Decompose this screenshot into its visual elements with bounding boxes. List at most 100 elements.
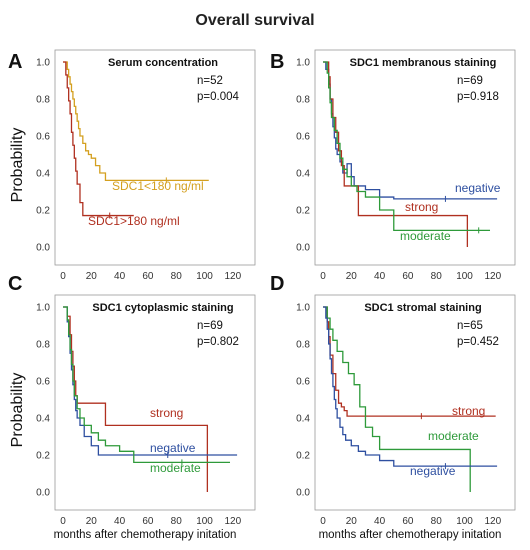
panel-a: A Serum concentration n=52 p=0.004 0.0 0.2 0.4… <box>8 49 256 282</box>
x-tick-label: 40 <box>374 516 386 527</box>
x-tick-label: 80 <box>431 271 443 282</box>
x-tick-label: 20 <box>86 271 98 282</box>
x-tick-label: 40 <box>114 516 126 527</box>
x-tick-label: 60 <box>142 516 154 527</box>
p-value: p=0.452 <box>457 336 499 348</box>
y-tick-label: 0.0 <box>296 243 310 254</box>
figure-title: Overall survival <box>195 12 314 29</box>
survival-curve-strong <box>323 306 496 417</box>
x-tick-label: 120 <box>225 271 242 282</box>
x-tick-label: 80 <box>171 271 183 282</box>
y-tick-label: 0.2 <box>296 451 310 462</box>
panel-label: A <box>8 51 22 73</box>
series-label: strong <box>452 404 485 418</box>
x-tick-label: 40 <box>114 271 126 282</box>
p-value: p=0.004 <box>197 91 239 103</box>
y-tick-label: 0.2 <box>36 206 50 217</box>
panel-title: SDC1 cytoplasmic staining <box>92 302 233 314</box>
survival-curve-negative <box>63 306 238 456</box>
panel-d: D SDC1 stromal staining n=65 p=0.452 0.0 0.2 0… <box>270 273 516 527</box>
survival-curve-sdc1-180-ng-ml <box>63 61 134 217</box>
x-tick-label: 120 <box>485 271 502 282</box>
series-label: negative <box>150 441 196 455</box>
x-tick-label: 20 <box>346 516 358 527</box>
panel-title: Serum concentration <box>108 57 218 69</box>
x-tick-label: 60 <box>402 516 414 527</box>
x-tick-label: 120 <box>225 516 242 527</box>
y-axis-label-bottom: Probability <box>9 373 26 448</box>
plot-frame <box>314 49 516 266</box>
p-value: p=0.802 <box>197 336 239 348</box>
x-tick-label: 80 <box>431 516 443 527</box>
y-tick-label: 0.4 <box>296 169 310 180</box>
survival-curve-sdc1-180-ng-ml <box>63 61 209 182</box>
x-tick-label: 0 <box>320 516 326 527</box>
y-tick-label: 0.4 <box>36 169 50 180</box>
x-tick-label: 100 <box>456 516 473 527</box>
series-label: strong <box>150 406 183 420</box>
y-tick-label: 1.0 <box>296 303 310 314</box>
y-tick-label: 1.0 <box>296 58 310 69</box>
survival-curve-strong <box>323 61 469 247</box>
x-tick-label: 60 <box>402 271 414 282</box>
series-label: moderate <box>400 229 451 243</box>
y-axis-label-top: Probability <box>9 128 26 203</box>
x-tick-label: 60 <box>142 271 154 282</box>
y-tick-label: 0.6 <box>36 132 50 143</box>
plot-frame <box>314 294 516 511</box>
x-tick-label: 0 <box>320 271 326 282</box>
n-value: n=69 <box>197 320 223 332</box>
x-tick-label: 20 <box>86 516 98 527</box>
y-tick-label: 0.6 <box>296 132 310 143</box>
series-label: SDC1<180 ng/ml <box>112 179 204 193</box>
x-tick-label: 100 <box>196 271 213 282</box>
x-tick-label: 100 <box>196 516 213 527</box>
panel-label: D <box>270 273 284 295</box>
series-label: moderate <box>428 429 479 443</box>
survival-curve-negative <box>323 306 498 467</box>
y-tick-label: 1.0 <box>36 58 50 69</box>
x-tick-label: 20 <box>346 271 358 282</box>
y-tick-label: 0.4 <box>36 414 50 425</box>
y-tick-label: 0.6 <box>296 377 310 388</box>
panel-title: SDC1 stromal staining <box>364 302 481 314</box>
series-label: negative <box>455 181 501 195</box>
panel-title: SDC1 membranous staining <box>350 57 497 69</box>
x-axis-label-right: months after chemotherapy initation <box>319 529 502 541</box>
series-label: negative <box>410 464 456 478</box>
survival-curve-moderate <box>323 61 491 231</box>
series-label: strong <box>405 200 438 214</box>
series-label: moderate <box>150 461 201 475</box>
y-tick-label: 1.0 <box>36 303 50 314</box>
x-tick-label: 100 <box>456 271 473 282</box>
plot-frame <box>54 49 256 266</box>
plot-frame <box>54 294 256 511</box>
x-tick-label: 0 <box>60 516 66 527</box>
y-tick-label: 0.0 <box>36 243 50 254</box>
y-tick-label: 0.8 <box>36 95 50 106</box>
p-value: p=0.918 <box>457 91 499 103</box>
x-axis-label-left: months after chemotherapy initation <box>54 529 237 541</box>
y-tick-label: 0.8 <box>296 340 310 351</box>
y-tick-label: 0.0 <box>36 488 50 499</box>
y-tick-label: 0.8 <box>36 340 50 351</box>
series-label: SDC1>180 ng/ml <box>88 214 180 228</box>
y-tick-label: 0.8 <box>296 95 310 106</box>
survival-curve-moderate <box>63 306 231 464</box>
y-tick-label: 0.6 <box>36 377 50 388</box>
survival-curve-moderate <box>323 306 471 492</box>
panel-c: C SDC1 cytoplasmic staining n=69 p=0.802 0.0… <box>8 273 256 527</box>
x-tick-label: 120 <box>485 516 502 527</box>
y-tick-label: 0.2 <box>36 451 50 462</box>
y-tick-label: 0.2 <box>296 206 310 217</box>
y-tick-label: 0.0 <box>296 488 310 499</box>
panel-label: C <box>8 273 22 295</box>
x-tick-label: 0 <box>60 271 66 282</box>
x-tick-label: 80 <box>171 516 183 527</box>
panel-label: B <box>270 51 284 73</box>
n-value: n=65 <box>457 320 483 332</box>
x-tick-label: 40 <box>374 271 386 282</box>
n-value: n=69 <box>457 75 483 87</box>
panel-b: B SDC1 membranous staining n=69 p=0.918 0.0 0… <box>270 49 516 282</box>
